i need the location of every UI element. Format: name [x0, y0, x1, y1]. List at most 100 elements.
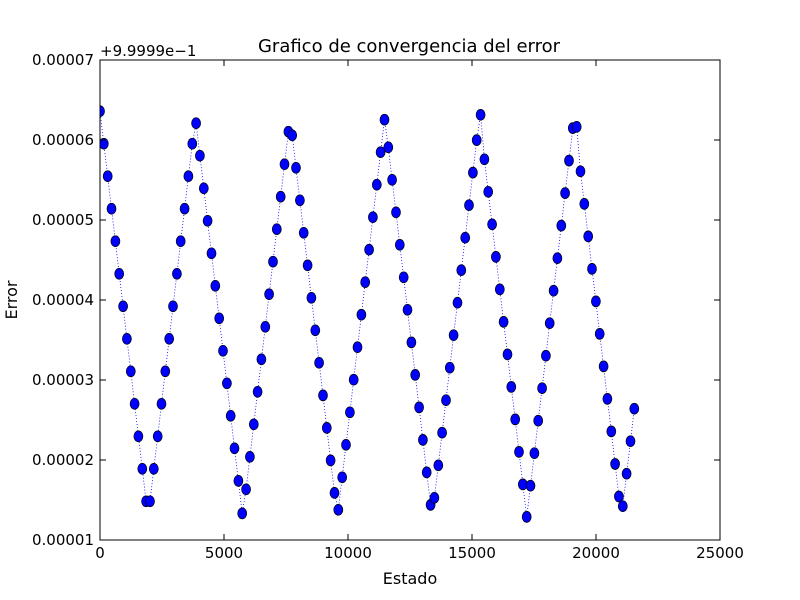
data-point	[379, 113, 390, 126]
data-point	[225, 409, 236, 422]
data-point	[187, 137, 198, 150]
y-tick-label: 0.00005	[32, 211, 94, 229]
data-point	[475, 108, 486, 121]
data-point	[402, 303, 413, 316]
y-tick-label: 0.00007	[32, 51, 94, 69]
data-point	[348, 373, 359, 386]
data-point	[156, 397, 167, 410]
data-point	[233, 475, 244, 487]
data-point	[387, 173, 397, 186]
data-point	[579, 198, 590, 210]
data-point	[571, 120, 582, 133]
data-point	[218, 344, 228, 357]
data-point	[256, 353, 267, 366]
x-tick-label: 15000	[448, 544, 496, 562]
data-point	[122, 332, 132, 345]
x-axis-ticks: 0 5000 10000 15000 20000 25000	[95, 60, 744, 562]
data-point	[452, 296, 463, 309]
x-axis-label: Estado	[383, 569, 437, 588]
data-point	[268, 255, 278, 268]
data-point	[414, 401, 424, 414]
data-point	[587, 263, 597, 275]
data-point	[494, 283, 505, 296]
data-point	[610, 458, 620, 470]
data-point	[198, 182, 209, 195]
data-point	[621, 467, 632, 480]
plot-area	[100, 105, 640, 523]
data-point	[629, 402, 640, 415]
data-point	[591, 295, 601, 308]
data-point	[356, 308, 367, 321]
data-point	[179, 202, 190, 215]
data-point	[614, 490, 624, 503]
data-point	[110, 235, 121, 248]
data-point	[229, 442, 240, 455]
data-point	[345, 406, 355, 419]
data-point	[606, 425, 617, 438]
data-point	[625, 435, 636, 448]
data-point	[483, 185, 494, 198]
data-point	[183, 170, 194, 183]
data-point	[241, 483, 251, 496]
data-point	[214, 312, 225, 325]
data-point	[441, 394, 451, 407]
data-point	[302, 259, 313, 272]
data-point	[287, 129, 298, 142]
plot-frame	[99, 59, 721, 541]
data-point	[487, 218, 497, 231]
data-point	[133, 430, 144, 443]
data-point	[464, 199, 474, 212]
data-point	[491, 251, 501, 263]
data-point	[100, 137, 109, 150]
data-point	[195, 149, 205, 162]
data-point	[368, 211, 378, 224]
data-point	[560, 187, 570, 199]
data-point	[371, 178, 382, 191]
data-point	[164, 332, 175, 345]
data-point	[391, 206, 401, 219]
data-point	[314, 356, 324, 369]
data-point	[210, 279, 221, 292]
data-point	[406, 336, 417, 349]
data-point	[172, 267, 182, 280]
data-point	[248, 418, 259, 431]
data-point	[529, 447, 540, 460]
data-point	[437, 426, 447, 439]
data-point	[168, 300, 178, 313]
data-point	[333, 503, 344, 516]
y-tick-label: 0.00004	[32, 291, 94, 309]
data-point	[106, 202, 117, 215]
data-point	[222, 377, 232, 390]
chart-title: Grafico de convergencia del error	[258, 36, 561, 57]
x-tick-label: 5000	[205, 544, 243, 562]
data-point	[514, 446, 524, 458]
y-tick-label: 0.00002	[32, 451, 94, 469]
data-point	[114, 267, 125, 280]
x-tick-label: 20000	[572, 544, 620, 562]
data-point	[321, 422, 332, 434]
data-point	[429, 491, 440, 504]
data-point	[525, 479, 536, 492]
data-point	[341, 438, 351, 451]
data-point	[137, 462, 148, 475]
data-point	[375, 146, 386, 159]
data-point	[279, 158, 290, 171]
data-point	[148, 462, 159, 475]
data-point	[479, 153, 490, 166]
data-point	[352, 341, 363, 354]
x-tick-label: 0	[95, 544, 105, 562]
data-point	[583, 230, 594, 243]
data-point	[537, 382, 547, 395]
data-point	[510, 413, 521, 426]
data-point	[191, 117, 201, 130]
data-point	[548, 284, 559, 297]
data-point	[310, 324, 321, 337]
y-tick-label: 0.00001	[32, 531, 94, 549]
data-point	[556, 219, 567, 232]
data-point	[152, 430, 163, 443]
data-point	[398, 271, 409, 284]
data-point	[506, 381, 517, 393]
data-point	[456, 264, 467, 277]
data-point	[460, 231, 471, 244]
